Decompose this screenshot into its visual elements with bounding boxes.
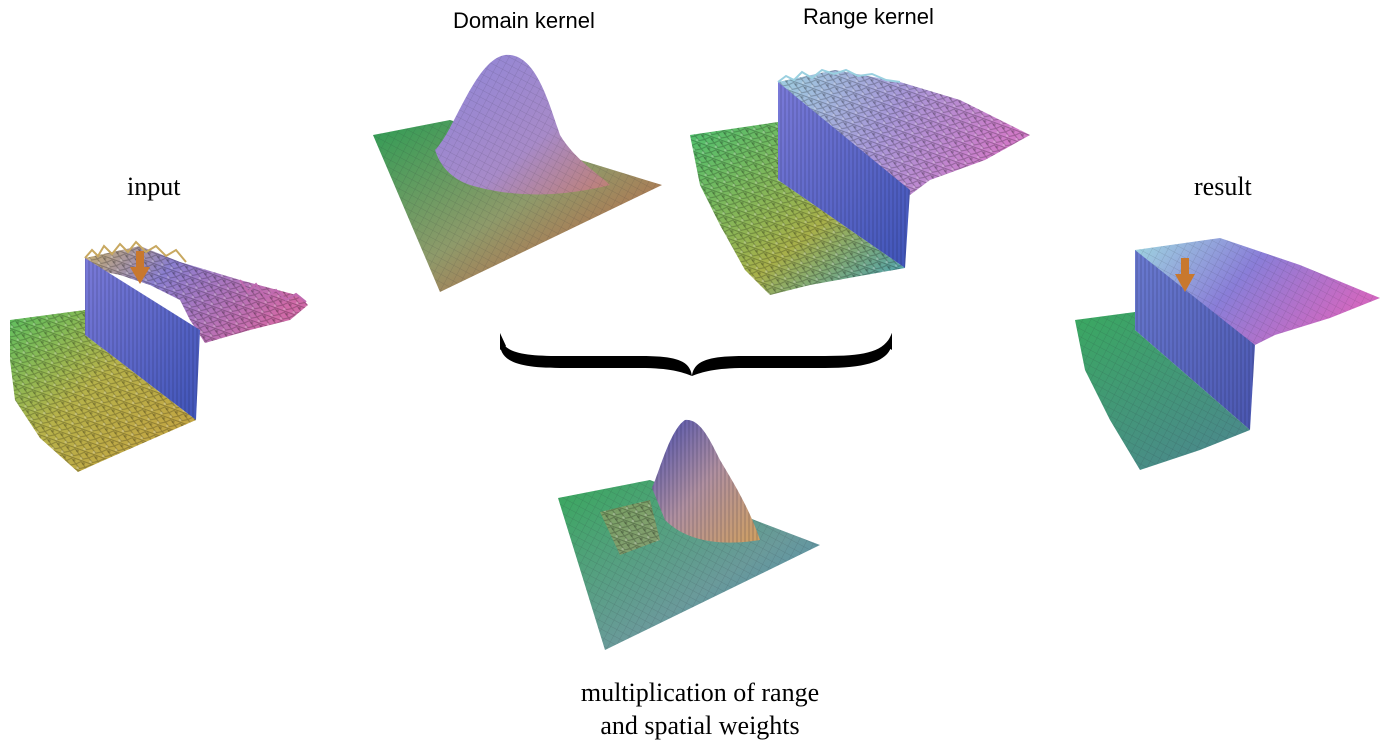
multiplication-surface bbox=[558, 419, 820, 650]
input-label: input bbox=[127, 172, 181, 201]
curly-brace-icon bbox=[500, 333, 892, 376]
down-arrow-icon bbox=[1175, 258, 1195, 292]
domain-kernel-surface bbox=[373, 54, 662, 292]
domain-kernel-label: Domain kernel bbox=[453, 8, 595, 33]
multiplication-caption: multiplication of range and spatial weig… bbox=[0, 676, 1388, 742]
result-surface bbox=[1075, 238, 1380, 470]
range-kernel-label: Range kernel bbox=[803, 4, 934, 29]
range-kernel-surface bbox=[690, 68, 1030, 295]
result-label: result bbox=[1194, 172, 1252, 201]
down-arrow-icon bbox=[130, 251, 150, 284]
input-surface bbox=[10, 240, 308, 472]
multiplication-caption-line2: and spatial weights bbox=[600, 711, 800, 740]
multiplication-caption-line1: multiplication of range bbox=[580, 678, 820, 707]
